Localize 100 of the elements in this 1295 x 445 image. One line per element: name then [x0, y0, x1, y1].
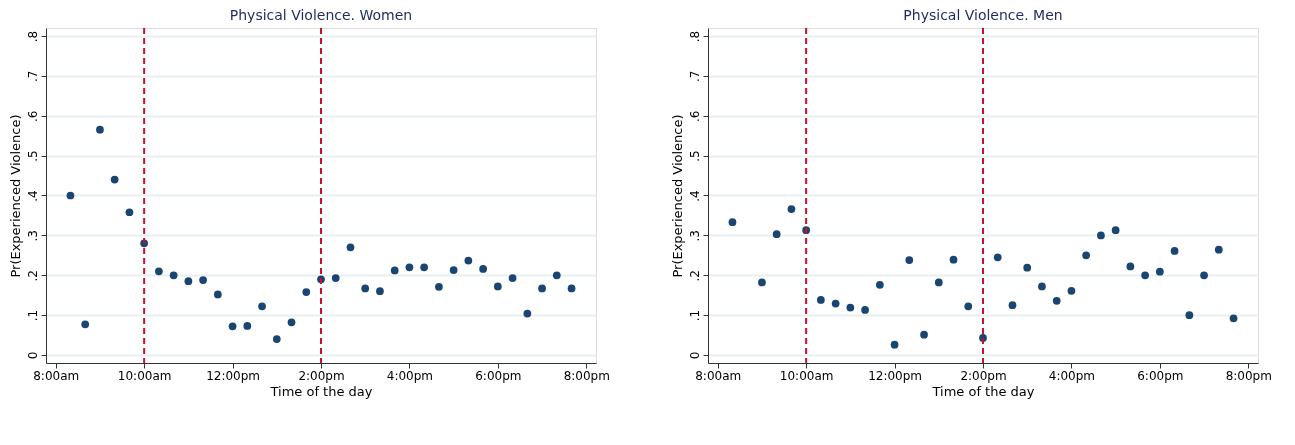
point: [1141, 271, 1149, 280]
point: [1023, 263, 1032, 272]
x-tick-label: 8:00am: [695, 368, 742, 383]
x-tick-label: 2:00pm: [298, 368, 345, 383]
point: [920, 330, 928, 339]
point: [552, 271, 561, 280]
x-tick-label: 10:00am: [117, 368, 172, 383]
point: [258, 302, 266, 311]
point: [228, 322, 237, 331]
point: [479, 265, 487, 273]
y-tick-label: 0: [687, 351, 702, 360]
point: [1126, 262, 1135, 271]
point: [493, 282, 502, 291]
point: [66, 191, 75, 200]
y-tick-label: .6: [687, 110, 702, 122]
x-tick-label: 12:00pm: [868, 368, 923, 383]
x-tick-label: 2:00pm: [960, 368, 1007, 383]
point: [567, 284, 576, 293]
y-tick-label: .4: [25, 190, 40, 202]
point: [1067, 286, 1076, 295]
point: [523, 309, 532, 318]
point: [199, 276, 207, 284]
point: [287, 318, 296, 327]
point: [1155, 267, 1164, 276]
y-tick-label: .3: [687, 230, 702, 242]
chart-title: Physical Violence. Men: [903, 7, 1063, 23]
point: [831, 299, 840, 308]
y-tick-label: .8: [25, 30, 40, 43]
y-tick-label: .1: [687, 309, 702, 322]
point: [376, 287, 384, 296]
point: [81, 320, 90, 329]
point: [1229, 314, 1238, 323]
point: [1111, 226, 1120, 235]
x-tick-label: 10:00am: [779, 368, 834, 383]
point: [1097, 231, 1105, 240]
y-tick-label: .5: [687, 150, 702, 162]
point: [1008, 301, 1017, 310]
point: [346, 243, 355, 252]
point: [1214, 245, 1223, 254]
point: [758, 278, 766, 287]
x-tick-label: 4:00pm: [1048, 368, 1096, 383]
point: [420, 263, 429, 272]
point: [861, 306, 869, 314]
point: [96, 125, 104, 134]
y-tick-label: .5: [25, 150, 40, 162]
x-tick-label: 8:00am: [33, 368, 80, 383]
y-tick-label: .8: [687, 30, 702, 43]
point: [390, 266, 399, 275]
point: [155, 267, 163, 276]
x-tick-label: 12:00pm: [206, 368, 261, 383]
point: [538, 284, 546, 293]
point: [169, 271, 178, 280]
point: [361, 284, 370, 293]
point: [1052, 296, 1061, 305]
y-tick-label: 0: [25, 351, 40, 360]
point: [1185, 311, 1194, 320]
y-tick-label: .2: [25, 270, 40, 282]
point: [905, 256, 914, 264]
y-tick-label: .7: [25, 70, 40, 83]
y-tick-label: .6: [25, 110, 40, 122]
point: [1082, 251, 1091, 260]
point: [964, 302, 973, 311]
point: [1200, 271, 1208, 280]
y-tick-label: .7: [687, 70, 702, 83]
x-tick-label: 8:00pm: [563, 368, 610, 383]
point: [1038, 282, 1046, 291]
x-tick-label: 8:00pm: [1225, 368, 1272, 383]
point: [993, 253, 1002, 262]
x-tick-label: 6:00pm: [475, 368, 522, 383]
point: [890, 340, 899, 349]
point: [405, 263, 414, 272]
y-tick-label: .4: [687, 190, 702, 202]
x-axis-title: Time of the day: [269, 383, 373, 399]
y-tick-label: .3: [25, 230, 40, 242]
point: [125, 208, 134, 217]
point: [272, 335, 281, 343]
point: [934, 278, 943, 287]
point: [331, 274, 340, 282]
point: [817, 296, 825, 304]
y-axis-title: Pr(Experienced Violence): [7, 114, 23, 278]
y-tick-label: .2: [687, 270, 702, 282]
y-axis-title: Pr(Experienced Violence): [669, 114, 685, 278]
chart-title: Physical Violence. Women: [229, 7, 413, 23]
point: [787, 205, 796, 213]
point: [184, 277, 193, 286]
point: [949, 255, 958, 264]
point: [772, 230, 781, 239]
x-tick-label: 6:00pm: [1137, 368, 1184, 383]
point: [435, 282, 443, 291]
point: [449, 266, 458, 274]
point: [302, 288, 311, 296]
x-axis-title: Time of the day: [931, 383, 1035, 399]
point: [110, 175, 119, 184]
x-tick-label: 4:00pm: [386, 368, 434, 383]
point: [728, 218, 737, 227]
point: [213, 290, 222, 299]
point: [508, 274, 517, 282]
point: [846, 303, 855, 312]
point: [1170, 247, 1179, 255]
point: [243, 322, 252, 330]
